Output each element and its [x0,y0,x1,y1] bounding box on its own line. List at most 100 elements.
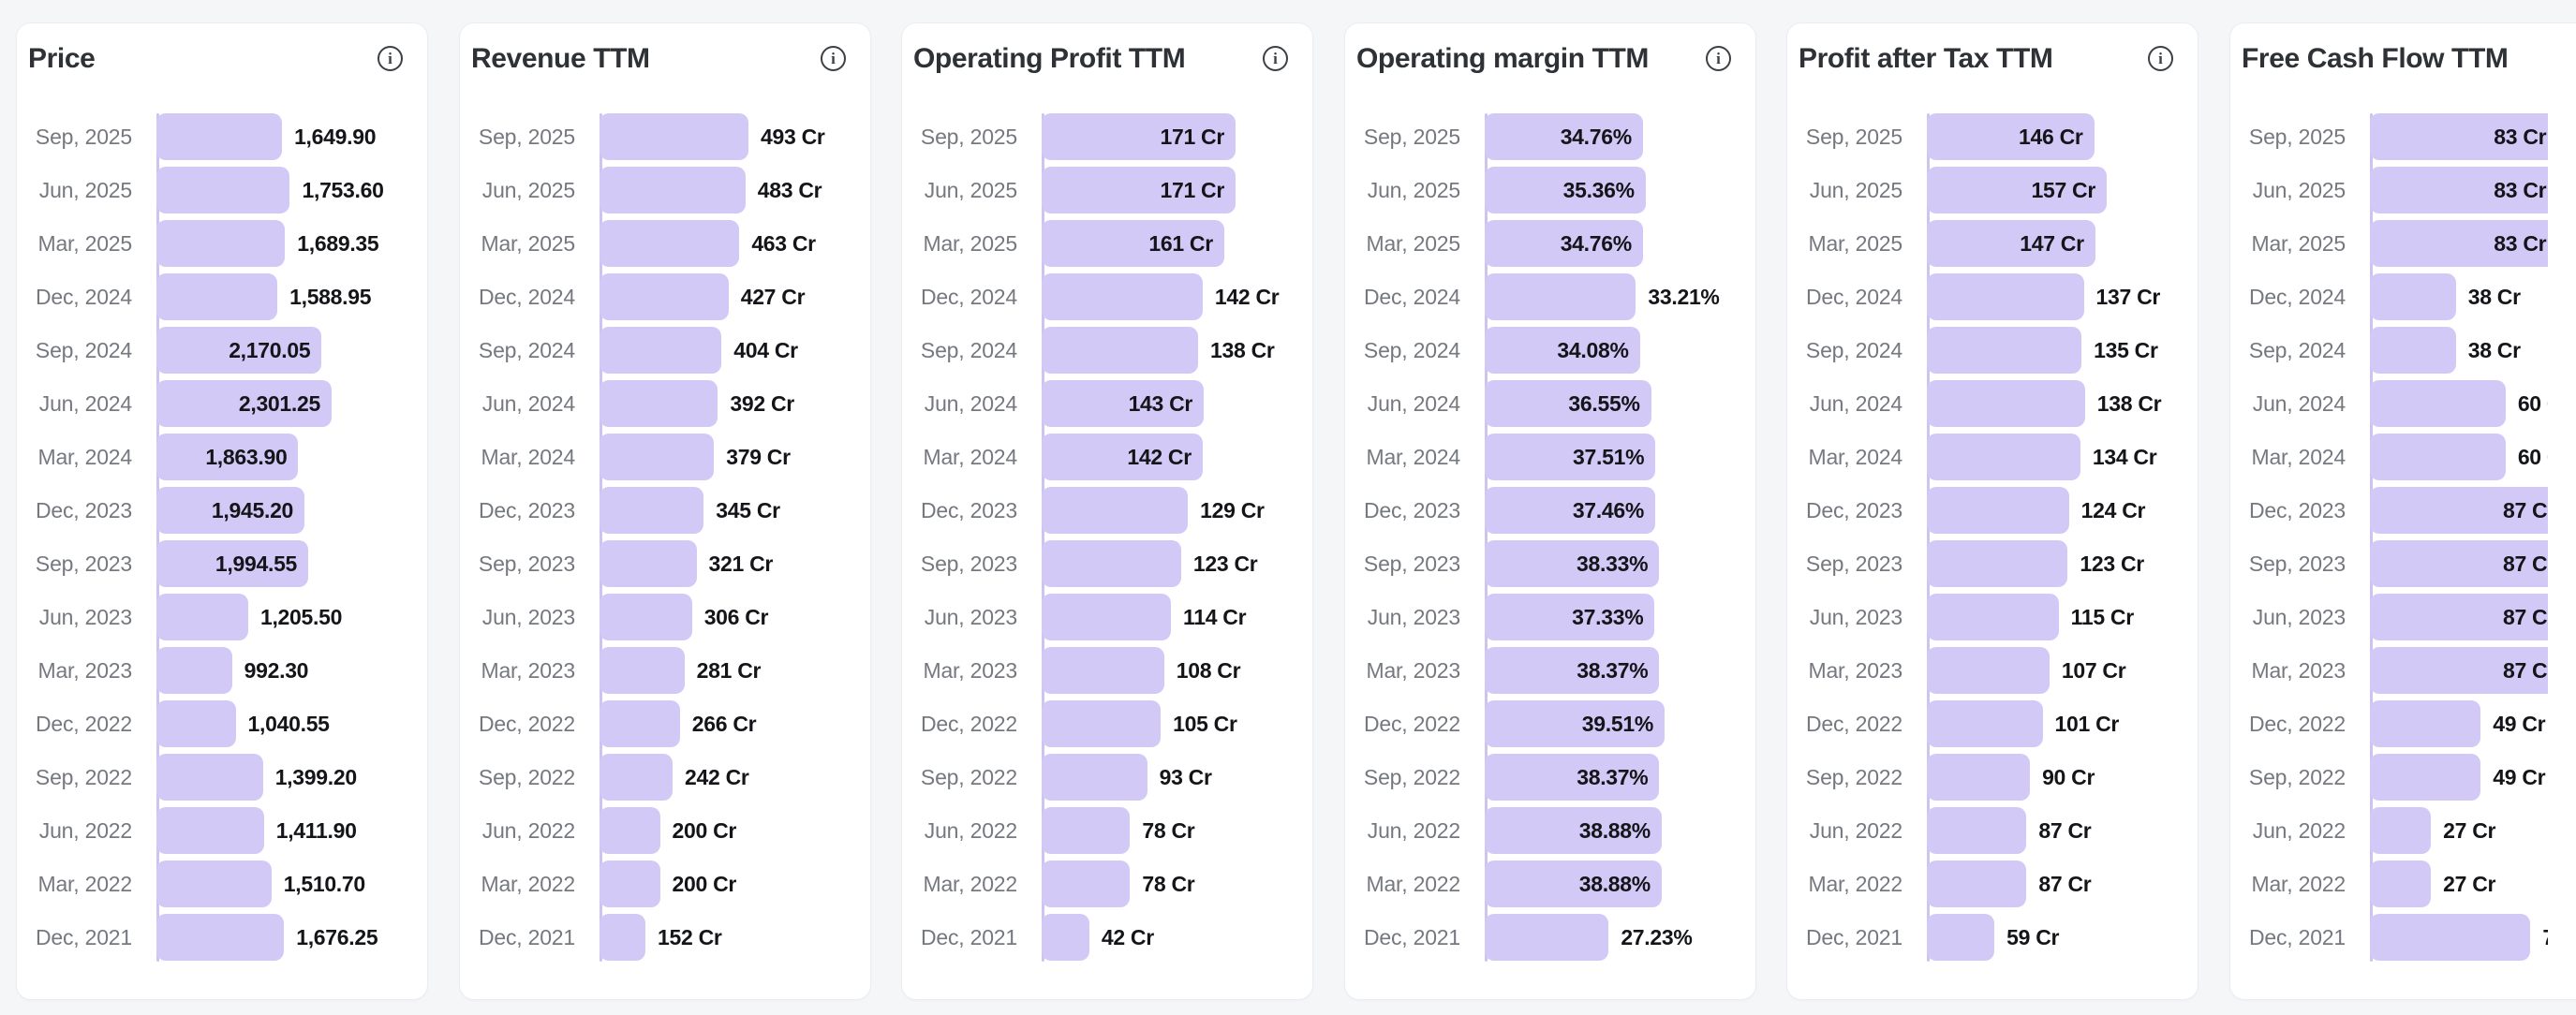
bar[interactable] [1042,807,1131,854]
bar[interactable] [2370,914,2531,961]
bar[interactable] [156,487,305,534]
bar[interactable] [1042,594,1171,640]
bar[interactable] [2370,647,2548,694]
bar[interactable] [2370,113,2548,160]
bar[interactable] [156,540,309,587]
bar[interactable] [2370,273,2456,320]
bar[interactable] [600,273,729,320]
bar[interactable] [156,113,283,160]
bar[interactable] [156,754,263,801]
bar[interactable] [2370,487,2548,534]
bar[interactable] [1042,861,1131,907]
bar[interactable] [1927,861,2027,907]
bar[interactable] [1485,807,1662,854]
bar[interactable] [1042,914,1089,961]
bar[interactable] [2370,167,2548,213]
bar[interactable] [156,380,332,427]
bar[interactable] [600,380,718,427]
bar[interactable] [600,113,748,160]
bar[interactable] [600,434,715,480]
bar[interactable] [1042,220,1224,267]
bar[interactable] [1042,380,1205,427]
bar[interactable] [1485,914,1609,961]
bar[interactable] [156,807,264,854]
info-icon[interactable]: i [1706,46,1731,71]
bar[interactable] [1485,487,1656,534]
bar[interactable] [1927,380,2085,427]
bar[interactable] [156,167,290,213]
bar[interactable] [1927,754,2031,801]
bar[interactable] [1927,647,2050,694]
bar[interactable] [156,647,232,694]
bar[interactable] [600,487,704,534]
bar[interactable] [2370,700,2481,747]
bar[interactable] [1485,167,1646,213]
bar[interactable] [156,327,322,374]
bar[interactable] [1927,700,2043,747]
bar[interactable] [1927,113,2095,160]
bar[interactable] [600,594,692,640]
bar[interactable] [1042,434,1203,480]
bar[interactable] [1927,807,2027,854]
bar[interactable] [1485,594,1655,640]
bar[interactable] [1927,487,2069,534]
bar[interactable] [156,861,272,907]
bar[interactable] [600,754,674,801]
bar[interactable] [600,167,746,213]
bar[interactable] [1927,434,2080,480]
bar[interactable] [1485,647,1660,694]
bar[interactable] [1485,700,1665,747]
bar[interactable] [1485,220,1643,267]
bar[interactable] [600,807,660,854]
bar[interactable] [600,220,740,267]
bar[interactable] [1485,861,1662,907]
bar[interactable] [600,914,646,961]
bar[interactable] [1485,327,1640,374]
bar[interactable] [2370,807,2432,854]
bar[interactable] [156,273,278,320]
bar[interactable] [1042,167,1236,213]
info-icon[interactable]: i [1263,46,1288,71]
bar[interactable] [1485,113,1643,160]
bar[interactable] [2370,434,2506,480]
bar[interactable] [1927,273,2084,320]
bar[interactable] [600,540,697,587]
bar[interactable] [1042,754,1147,801]
bar[interactable] [1927,167,2107,213]
info-icon[interactable]: i [821,46,846,71]
bar[interactable] [1042,327,1199,374]
bar[interactable] [1042,273,1203,320]
bar[interactable] [1485,754,1660,801]
bar[interactable] [600,700,680,747]
bar[interactable] [1042,700,1162,747]
bar[interactable] [600,861,660,907]
bar[interactable] [600,647,685,694]
bar[interactable] [1927,594,2059,640]
bar[interactable] [1042,113,1236,160]
info-icon[interactable]: i [2148,46,2173,71]
bar[interactable] [156,914,285,961]
bar[interactable] [1042,540,1181,587]
bar[interactable] [600,327,722,374]
bar[interactable] [156,434,299,480]
bar[interactable] [1042,487,1189,534]
bar[interactable] [1927,540,2068,587]
bar[interactable] [1042,647,1164,694]
bar[interactable] [2370,861,2432,907]
bar[interactable] [1927,327,2082,374]
bar[interactable] [1485,540,1660,587]
bar[interactable] [1927,914,1995,961]
bar[interactable] [2370,327,2456,374]
bar[interactable] [1485,434,1656,480]
bar[interactable] [2370,594,2548,640]
bar[interactable] [156,220,286,267]
bar[interactable] [2370,540,2548,587]
bar[interactable] [1485,380,1651,427]
bar[interactable] [2370,380,2506,427]
bar[interactable] [156,594,248,640]
bar[interactable] [1927,220,2095,267]
info-icon[interactable]: i [378,46,403,71]
bar[interactable] [156,700,236,747]
bar[interactable] [2370,754,2481,801]
bar[interactable] [2370,220,2548,267]
